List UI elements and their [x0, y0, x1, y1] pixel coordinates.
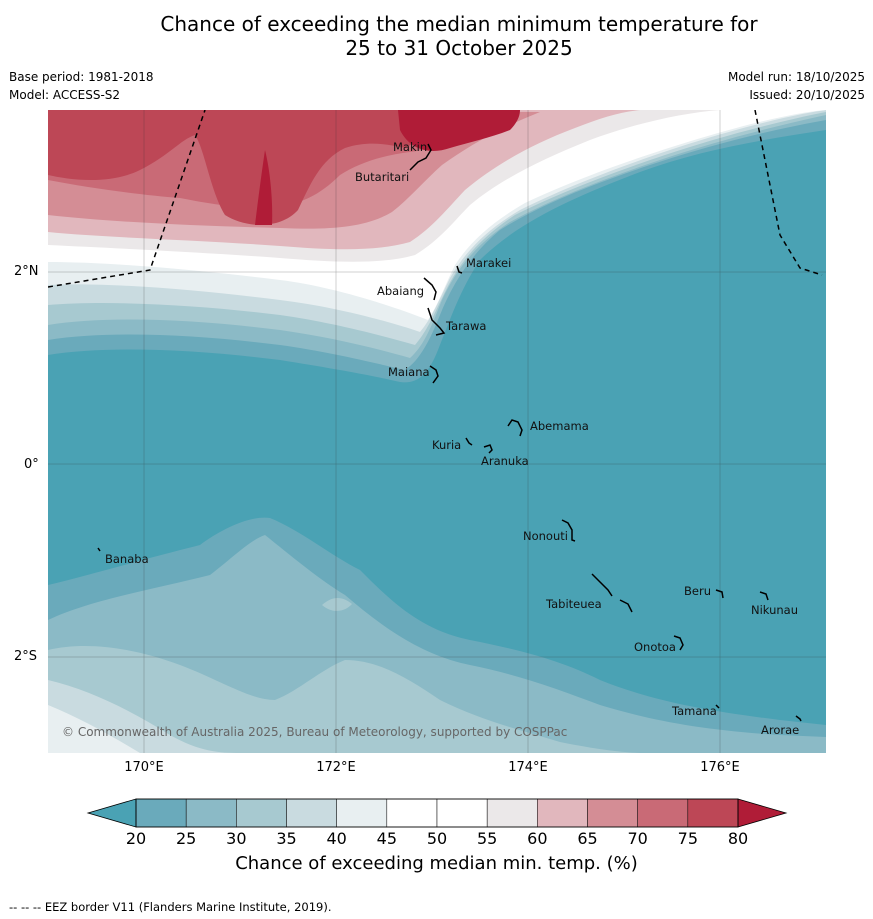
- label-tarawa: Tarawa: [445, 319, 486, 333]
- label-nikunau: Nikunau: [751, 603, 798, 617]
- colorbar-cell: [637, 798, 689, 828]
- contour-80-plus-streak: [255, 150, 273, 225]
- label-marakei: Marakei: [466, 256, 511, 270]
- colorbar-cell: [587, 798, 638, 828]
- label-maiana: Maiana: [388, 365, 430, 379]
- lon-label-174e: 174°E: [508, 760, 548, 775]
- colorbar-label: Chance of exceeding median min. temp. (%…: [235, 853, 638, 874]
- meta-right: Model run: 18/10/2025 Issued: 20/10/2025: [728, 70, 865, 106]
- island-aranuka: [483, 444, 493, 454]
- island-nonouti: [561, 519, 576, 542]
- colorbar-tick-label: 35: [276, 829, 297, 848]
- eez-legend-note: -- -- -- EEZ border V11 (Flanders Marine…: [9, 900, 332, 914]
- colorbar-under-arrow: [88, 799, 136, 827]
- colorbar-cell: [336, 798, 388, 828]
- colorbar-over-outline: [737, 798, 788, 828]
- colorbar-cell: [236, 798, 287, 828]
- lat-label-2s: 2°S: [14, 649, 38, 664]
- label-beru: Beru: [684, 584, 711, 598]
- label-banaba: Banaba: [105, 552, 149, 566]
- lat-label-2n: 2°N: [14, 264, 39, 279]
- colorbar-tick-label: 55: [476, 829, 498, 848]
- colorbar-cell: [436, 798, 488, 828]
- label-kuria: Kuria: [432, 438, 461, 452]
- colorbar-tick-label: 45: [376, 829, 397, 848]
- island-tarawa: [427, 307, 446, 336]
- colorbar-tick-label: 30: [226, 829, 247, 848]
- colorbar-tick-label: 50: [426, 829, 448, 848]
- lon-label-176e: 176°E: [700, 760, 740, 775]
- label-makin: Makin: [393, 140, 427, 154]
- lon-label-172e: 172°E: [316, 760, 356, 775]
- label-abemama: Abemama: [530, 419, 589, 433]
- label-tamana: Tamana: [671, 704, 717, 718]
- island-arorae: [795, 715, 802, 722]
- colorbar-tick-label: 80: [727, 829, 749, 848]
- label-tabiteuea: Tabiteuea: [545, 597, 602, 611]
- colorbar-cells: [135, 798, 739, 828]
- colorbar-cell: [286, 798, 337, 828]
- colorbar-tick-label: 20: [125, 829, 147, 848]
- colorbar-tick-label: 25: [175, 829, 197, 848]
- contour-30-35-south: [48, 645, 640, 753]
- title-line-2: 25 to 31 October 2025: [345, 36, 573, 60]
- colorbar-tick-label: 75: [677, 829, 698, 848]
- label-aranuka: Aranuka: [481, 454, 529, 468]
- colorbar-cell: [135, 798, 187, 828]
- model-label: Model: ACCESS-S2: [9, 88, 121, 102]
- colorbar-tick-label: 65: [577, 829, 598, 848]
- copyright-notice: © Commonwealth of Australia 2025, Bureau…: [62, 725, 567, 739]
- colorbar-cell: [386, 798, 438, 828]
- colorbar-tick-label: 70: [627, 829, 648, 848]
- island-abemama: [507, 419, 523, 437]
- title-line-1: Chance of exceeding the median minimum t…: [160, 12, 758, 36]
- gridlines: [48, 110, 826, 753]
- label-butaritari: Butaritari: [355, 170, 409, 184]
- colorbar: [86, 798, 788, 828]
- label-arorae: Arorae: [761, 723, 799, 737]
- island-nikunau: [759, 591, 769, 601]
- colorbar-cell: [537, 798, 588, 828]
- island-abaiang: [423, 277, 437, 301]
- model-run-label: Model run: 18/10/2025: [727, 70, 865, 84]
- island-kuria: [465, 437, 473, 446]
- colorbar-cell: [185, 798, 237, 828]
- issued-label: Issued: 20/10/2025: [749, 88, 865, 102]
- island-banaba: [97, 547, 101, 552]
- label-onotoa: Onotoa: [634, 640, 676, 654]
- island-onotoa: [673, 635, 684, 651]
- colorbar-tick-label: 60: [527, 829, 548, 848]
- contour-40-45-south: [48, 705, 140, 753]
- label-nonouti: Nonouti: [523, 529, 568, 543]
- colorbar-under-outline: [86, 798, 137, 828]
- island-makin-butaritari: [409, 143, 432, 171]
- island-maiana: [429, 365, 439, 384]
- lon-label-170e: 170°E: [124, 760, 164, 775]
- label-abaiang: Abaiang: [377, 284, 424, 298]
- islands: [97, 143, 802, 722]
- base-period-label: Base period: 1981-2018: [9, 70, 154, 84]
- colorbar-cell: [687, 798, 739, 828]
- meta-left: Base period: 1981-2018 Model: ACCESS-S2: [9, 70, 154, 106]
- eez-border: [48, 110, 823, 288]
- island-tamana: [715, 704, 720, 709]
- island-beru: [715, 589, 724, 599]
- colorbar-cell: [486, 798, 538, 828]
- colorbar-over-arrow: [738, 799, 786, 827]
- island-tabiteuea: [591, 573, 633, 613]
- contour-patch: [322, 597, 352, 611]
- contour-80-plus: [398, 110, 520, 151]
- chart-title: Chance of exceeding the median minimum t…: [0, 12, 873, 60]
- contour-75-80: [48, 110, 460, 225]
- island-marakei: [456, 265, 463, 274]
- lat-label-0: 0°: [24, 457, 39, 472]
- colorbar-tick-label: 40: [326, 829, 347, 848]
